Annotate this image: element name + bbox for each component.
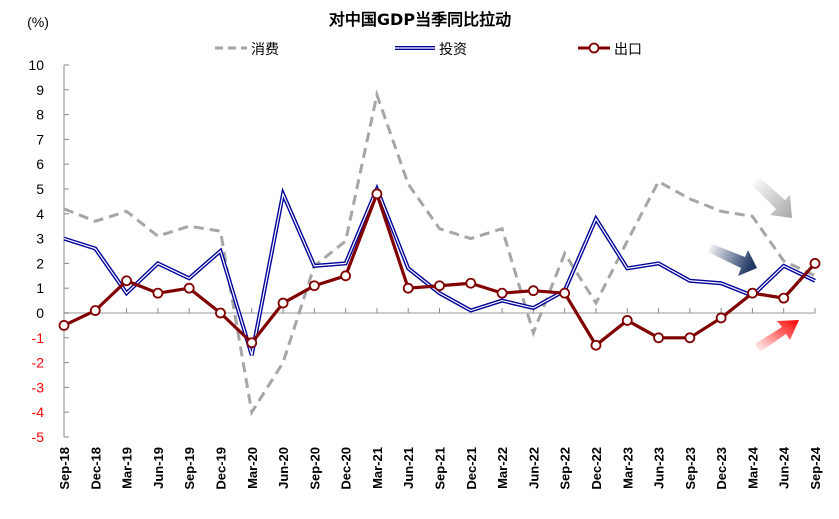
series-line-exports [63,192,817,347]
x-tick-label: Jun-19 [151,447,166,489]
y-tick-label: 8 [36,107,44,123]
data-point-exports [340,270,352,282]
data-point-exports [715,312,727,324]
y-axis-unit: (%) [27,14,49,30]
data-point-exports [58,319,70,331]
data-point-exports [527,285,539,297]
legend-label: 消费 [251,42,279,58]
x-tick-label: Dec-18 [88,447,103,490]
data-point-exports [559,287,571,299]
data-point-exports [621,315,633,326]
series-1 [63,183,816,356]
data-point-exports [747,287,758,299]
y-tick-label: 10 [28,57,44,73]
y-tick-label: 6 [36,156,44,172]
y-tick-label: 5 [36,181,44,197]
arrow-down-gray [752,178,792,218]
y-tick-label: -1 [32,330,45,346]
y-tick-label: -2 [32,355,45,371]
x-tick-label: Jun-22 [526,447,541,489]
data-point-exports [402,282,414,294]
data-point-exports [89,305,101,316]
arrow-up-red [755,320,799,352]
x-tick-label: Jun-23 [652,447,667,489]
x-tick-label: Sep-21 [433,447,448,490]
x-tick-label: Sep-24 [808,446,823,489]
data-point-exports [778,292,790,304]
x-tick-label: Sep-20 [307,447,322,490]
x-tick-label: Dec-23 [714,447,729,490]
series-line-consumption [63,89,816,417]
x-tick-label: Sep-22 [558,447,573,490]
x-tick-label: Mar-19 [120,447,135,489]
y-tick-label: 4 [36,206,44,222]
trend-arrows [708,178,799,352]
series-0 [63,89,816,417]
x-tick-label: Jun-20 [276,447,291,489]
y-tick-label: 3 [36,231,44,247]
y-tick-label: -4 [32,404,45,420]
y-tick-label: 9 [36,82,44,98]
data-point-exports [215,307,226,319]
x-tick-label: Dec-22 [589,447,604,490]
data-point-exports [465,277,477,289]
y-tick-label: 0 [36,305,44,321]
data-point-exports [121,275,132,287]
legend: 消费 投资 出口 [215,42,642,58]
chart-title: 对中国GDP当季同比拉动 [329,10,511,29]
x-tick-label: Mar-22 [495,447,510,489]
x-tick-label: Sep-19 [182,447,197,490]
data-point-exports [496,287,508,299]
x-tick-label: Mar-21 [370,447,385,489]
series-layer [58,89,821,417]
y-tick-label: 2 [36,255,44,271]
x-tick-label: Mar-20 [245,447,260,489]
data-point-exports [684,332,696,344]
data-point-exports [246,337,258,349]
x-tick-label: Sep-18 [57,447,72,490]
arrow-down-navy [708,244,757,276]
x-tick-label: Dec-19 [213,447,228,490]
y-tick-label: 1 [36,280,44,296]
y-tick-label: -5 [32,429,45,445]
data-point-exports [183,282,195,294]
x-tick-label: Sep-23 [683,447,698,490]
x-tick-label: Jun-21 [401,447,416,489]
data-point-exports [590,339,602,351]
data-point-exports [653,332,664,344]
x-tick-label: Mar-23 [620,447,635,489]
legend-marker-exports [588,42,600,54]
x-tick-label: Mar-24 [745,446,760,489]
data-point-exports [371,188,383,200]
legend-label: 出口 [614,42,642,58]
data-point-exports [308,280,320,292]
y-tick-label: 7 [36,131,44,147]
x-tick-label: Dec-21 [464,447,479,490]
data-point-exports [152,287,164,299]
x-tick-label: Jun-24 [777,446,792,489]
series-line-investment-inner [63,187,816,356]
series-2 [58,188,821,351]
data-point-exports [277,297,289,309]
y-tick-label: -3 [32,379,45,395]
data-point-exports [809,257,821,269]
x-tick-label: Dec-20 [339,447,354,490]
data-point-exports [434,280,445,292]
legend-label: 投资 [439,42,467,58]
